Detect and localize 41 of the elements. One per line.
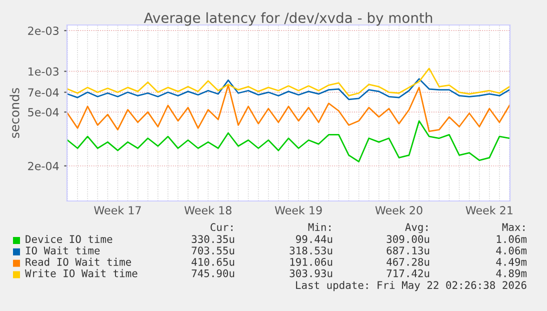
- text: 687.13u: [386, 246, 430, 254]
- chart-title: Average latency for /dev/xvda - by month: [144, 12, 432, 26]
- text: Max:: [502, 223, 524, 232]
- x-tick-label: Week 18: [184, 206, 232, 214]
- y-axis-title: seconds: [10, 88, 20, 138]
- y-tick-label: 1e-03: [28, 67, 58, 76]
- line-series: [67, 68, 510, 96]
- y-tick-label: 2e-04: [28, 162, 59, 170]
- text: 309.00u: [386, 235, 430, 244]
- line-series: [67, 78, 510, 100]
- text: 4.89m: [496, 269, 527, 278]
- x-tick-label: Week 20: [375, 206, 422, 214]
- text: Min:: [308, 222, 330, 231]
- text: 4.49m: [496, 258, 527, 266]
- text: 1.06m: [496, 235, 527, 244]
- text: 467.28u: [386, 258, 430, 266]
- x-tick-label: Week 17: [94, 206, 141, 214]
- y-tick-label: 5e-04: [28, 108, 59, 116]
- legend-label: Device IO time: [26, 234, 112, 244]
- legend-label: IO Wait time: [26, 246, 100, 254]
- line-series: [67, 120, 510, 162]
- text: 717.42u: [386, 269, 430, 278]
- text: 330.35u: [192, 235, 234, 244]
- text: 191.06u: [290, 258, 332, 266]
- text: Cur:: [210, 223, 232, 232]
- legend-label: Read IO Wait time: [26, 258, 131, 266]
- x-tick-label: Week 21: [466, 206, 512, 214]
- text: 303.93u: [290, 269, 332, 278]
- x-tick-label: Week 19: [274, 206, 322, 214]
- text: Last update: Fri May 22 02:26:38 2026: [296, 280, 526, 292]
- text: 4.06m: [496, 246, 527, 254]
- text: 410.65u: [192, 258, 234, 266]
- text: 703.55u: [192, 246, 234, 254]
- legend-label: Write IO Wait time: [25, 269, 138, 278]
- line-series: [67, 84, 510, 132]
- text: Avg:: [405, 223, 428, 234]
- y-tick-label: 7e-04: [28, 88, 59, 97]
- y-tick-label: 2e-03: [28, 26, 58, 35]
- text: 745.90u: [192, 269, 234, 278]
- text: 318.53u: [290, 246, 332, 254]
- text: 99.44u: [296, 235, 332, 244]
